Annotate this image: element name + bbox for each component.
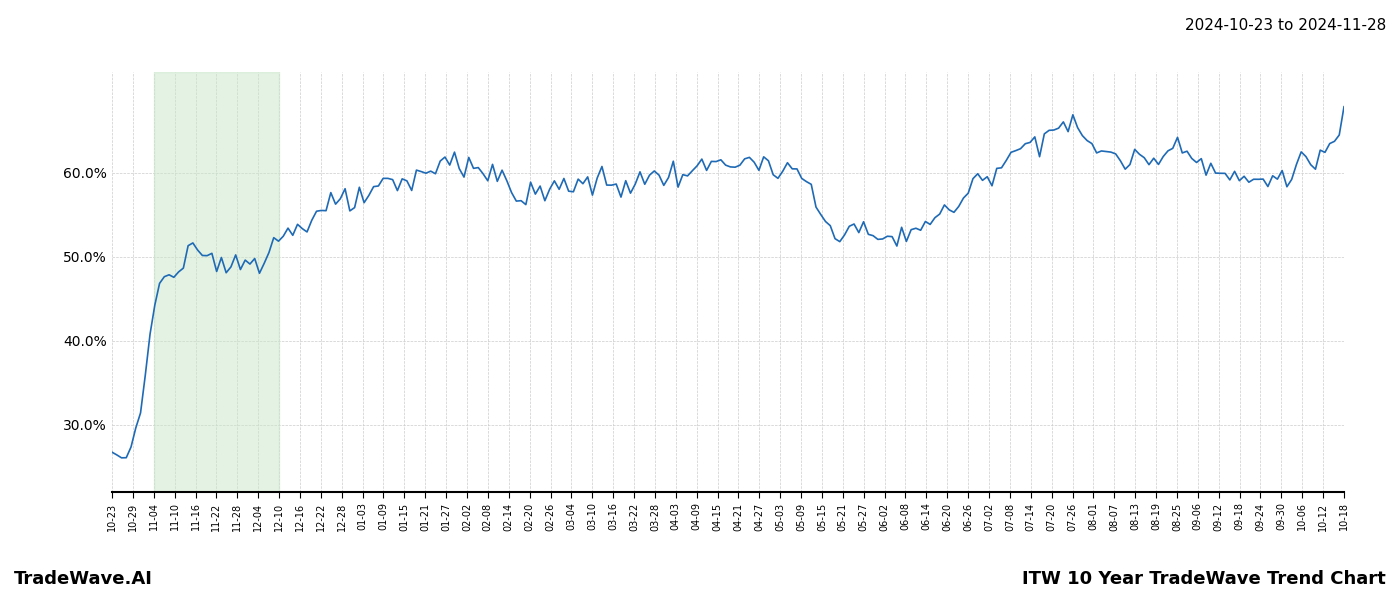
Bar	[154, 72, 279, 492]
Text: TradeWave.AI: TradeWave.AI	[14, 570, 153, 588]
Text: ITW 10 Year TradeWave Trend Chart: ITW 10 Year TradeWave Trend Chart	[1022, 570, 1386, 588]
Text: 2024-10-23 to 2024-11-28: 2024-10-23 to 2024-11-28	[1184, 18, 1386, 33]
